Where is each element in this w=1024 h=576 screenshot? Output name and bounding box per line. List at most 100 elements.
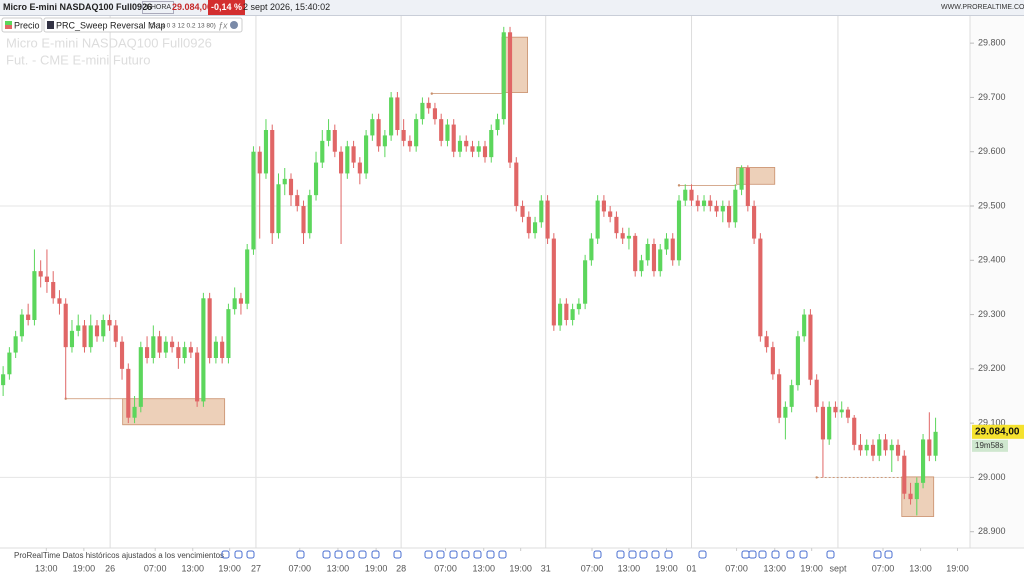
candle-body — [808, 314, 813, 380]
candle-body — [420, 102, 425, 120]
candle-body — [839, 409, 844, 413]
candle-body — [301, 206, 306, 234]
x-tick-label: 19:00 — [655, 563, 678, 573]
x-tick-label: 07:00 — [144, 563, 167, 573]
candle-body — [188, 347, 193, 353]
candle-body — [263, 130, 269, 174]
candle-body — [526, 216, 531, 234]
candle-body — [708, 200, 713, 206]
candle-body — [827, 406, 832, 440]
candle-body — [933, 431, 938, 456]
legend-item[interactable] — [43, 17, 243, 33]
candle-body — [414, 119, 419, 147]
candle-body — [76, 325, 81, 331]
x-tick-label: 13:00 — [35, 563, 58, 573]
y-tick-label: 29.700 — [978, 92, 1006, 102]
candle-body — [382, 135, 387, 147]
close-icon[interactable] — [230, 21, 238, 29]
event-icon — [296, 550, 305, 559]
fx-icon[interactable]: ƒx — [218, 20, 228, 30]
x-tick-label: 19:00 — [73, 563, 96, 573]
candle-body — [44, 276, 50, 282]
y-tick-label: 29.000 — [978, 472, 1006, 482]
candle-body — [389, 97, 394, 136]
candle-body — [163, 341, 168, 353]
event-icon — [473, 550, 482, 559]
candle-body — [733, 189, 738, 223]
candle-body — [870, 444, 876, 456]
y-tick-label: 29.200 — [978, 363, 1006, 373]
candle-body — [814, 379, 819, 407]
candle-body — [138, 347, 143, 407]
x-tick-label: 13:00 — [472, 563, 495, 573]
candle-body — [51, 282, 56, 299]
x-tick-label: 07:00 — [725, 563, 748, 573]
x-tick-label: 01 — [687, 563, 697, 573]
y-tick-label: 29.600 — [978, 146, 1006, 156]
candle-body — [213, 341, 218, 358]
candle-body — [714, 206, 719, 212]
candle-body — [38, 271, 43, 277]
y-tick-label: 29.300 — [978, 309, 1006, 319]
event-icon — [651, 550, 660, 559]
candle-body — [426, 102, 431, 109]
candle-body — [789, 385, 794, 407]
candle-body — [777, 374, 782, 418]
candle-body — [151, 336, 156, 358]
candle-body — [902, 455, 907, 494]
sweep-point — [815, 476, 818, 479]
x-tick-label: 19:00 — [946, 563, 969, 573]
event-icon — [322, 550, 331, 559]
event-icon — [461, 550, 470, 559]
candle-body — [877, 439, 882, 456]
candle-body — [107, 320, 112, 326]
candle-body — [914, 482, 919, 500]
candle-body — [864, 444, 869, 451]
candle-body — [507, 32, 513, 163]
candle-body — [288, 178, 294, 196]
event-icon — [664, 550, 673, 559]
countdown-tag — [972, 439, 1008, 452]
candle-body — [658, 249, 663, 272]
candle-body — [157, 336, 162, 353]
candle-body — [551, 238, 556, 326]
timeframe[interactable]: 1 HORA — [142, 1, 175, 14]
x-tick-label: 07:00 — [872, 563, 895, 573]
event-icon — [786, 550, 795, 559]
legend-params: (5 14 0 3 12 0.2 13 80) — [150, 23, 216, 30]
candle-body — [69, 330, 75, 348]
marks — [1, 26, 938, 517]
price-axis-bg — [970, 16, 1024, 548]
candle-body — [895, 444, 901, 456]
last-price-tag — [972, 424, 1024, 439]
event-icon — [748, 550, 757, 559]
last-price-label: 29.084,00 — [975, 426, 1020, 437]
event-icon — [741, 550, 750, 559]
candle-body — [26, 314, 31, 320]
candle-body — [113, 325, 118, 342]
candle-body — [126, 368, 131, 418]
candle-body — [195, 352, 200, 402]
event-icon — [221, 550, 230, 559]
candle-body — [720, 206, 725, 212]
candle-body — [144, 347, 150, 358]
candle-body — [313, 162, 319, 196]
candle-body — [608, 211, 613, 217]
event-icon — [799, 550, 808, 559]
candle-body — [201, 298, 206, 402]
candle-body — [689, 189, 694, 201]
event-icon — [771, 550, 780, 559]
y-tick-label: 29.800 — [978, 38, 1006, 48]
candle-body — [376, 119, 381, 147]
event-icon — [884, 550, 893, 559]
candle-body — [520, 206, 525, 217]
candle-body — [764, 336, 769, 348]
x-tick-label: 07:00 — [288, 563, 311, 573]
sweep-point — [430, 92, 434, 95]
candle-body — [795, 336, 800, 386]
candle-body — [445, 124, 450, 141]
candle-body — [626, 235, 632, 239]
event-icon — [826, 550, 835, 559]
candle-body — [583, 260, 588, 304]
event-icon — [246, 550, 255, 559]
